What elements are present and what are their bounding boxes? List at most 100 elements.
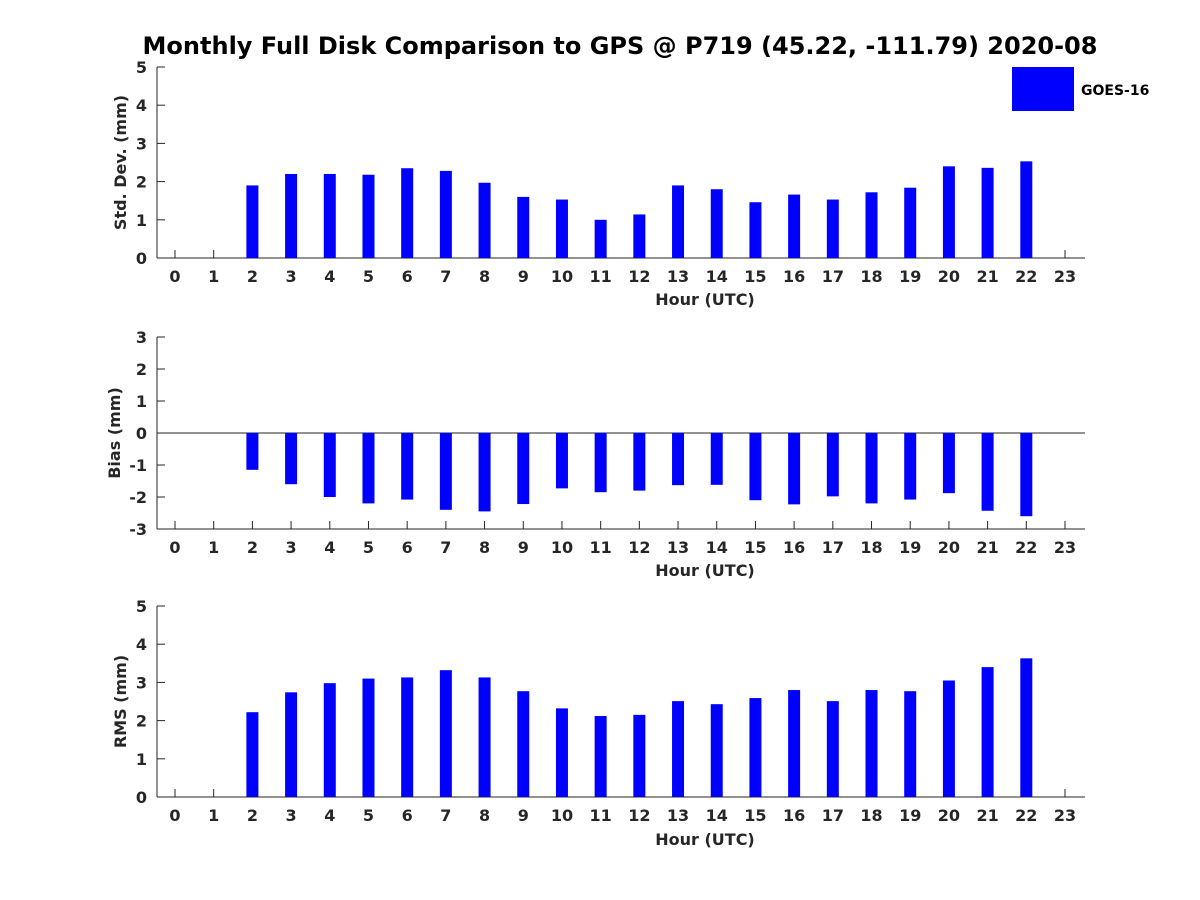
rms-xtick-label: 11 [590, 806, 612, 825]
bias-bar [942, 433, 955, 494]
bias-xtick-label: 14 [706, 538, 728, 557]
bias-bar [401, 433, 414, 500]
std-bar [246, 185, 259, 258]
std-y-label: Std. Dev. (mm) [111, 95, 130, 230]
std-xtick-label: 22 [1015, 267, 1037, 286]
std-bar [594, 219, 607, 258]
std-bar [555, 199, 568, 258]
bias-xtick-label: 9 [518, 538, 529, 557]
std-bar [710, 189, 723, 258]
rms-bar [285, 692, 298, 797]
std-xtick-label: 19 [899, 267, 921, 286]
std-ytick-label: 3 [136, 134, 147, 153]
bias-x-label: Hour (UTC) [655, 561, 755, 580]
rms-ytick-label: 5 [136, 597, 147, 616]
rms-ytick-label: 3 [136, 673, 147, 692]
bias-xtick-label: 2 [247, 538, 258, 557]
std-xtick-label: 6 [402, 267, 413, 286]
legend: GOES-16 [1012, 67, 1149, 111]
rms-xtick-label: 3 [286, 806, 297, 825]
std-xtick-label: 13 [667, 267, 689, 286]
bias-xtick-label: 7 [440, 538, 451, 557]
rms-xtick-label: 13 [667, 806, 689, 825]
bias-ytick-label: 2 [136, 360, 147, 379]
rms-xtick-label: 18 [860, 806, 882, 825]
std-bar [478, 182, 491, 258]
std-bar [981, 167, 994, 258]
rms-bar [401, 677, 414, 797]
rms-bar [865, 690, 878, 797]
rms-xtick-label: 8 [479, 806, 490, 825]
std-bar [826, 199, 839, 258]
legend-swatch [1012, 67, 1074, 111]
bias-bar [439, 433, 452, 510]
rms-bar [362, 678, 375, 797]
rms-xtick-label: 6 [402, 806, 413, 825]
bias-bar [246, 433, 259, 470]
std-xtick-label: 5 [363, 267, 374, 286]
bias-xtick-label: 23 [1054, 538, 1076, 557]
bias-ytick-label: 3 [136, 328, 147, 347]
rms-xtick-label: 0 [169, 806, 180, 825]
std-bar [672, 185, 685, 258]
rms-xtick-label: 10 [551, 806, 573, 825]
std-bar [942, 166, 955, 258]
std-bar [749, 202, 762, 258]
rms-bar [1020, 658, 1033, 797]
std-bar [788, 194, 801, 258]
legend-label: GOES-16 [1081, 83, 1149, 99]
rms-ytick-label: 1 [136, 750, 147, 769]
rms-bar [633, 714, 646, 797]
bias-xtick-label: 21 [976, 538, 998, 557]
bias-y-label: Bias (mm) [105, 387, 124, 479]
bias-xtick-label: 6 [402, 538, 413, 557]
bias-bar [362, 433, 375, 504]
std-bar [517, 196, 530, 258]
bias-bar [981, 433, 994, 511]
bias-xtick-label: 0 [169, 538, 180, 557]
rms-bar [749, 698, 762, 797]
rms-xtick-label: 14 [706, 806, 728, 825]
std-ytick-label: 0 [136, 249, 147, 268]
bias-xtick-label: 5 [363, 538, 374, 557]
rms-xtick-label: 1 [208, 806, 219, 825]
bias-bar [865, 433, 878, 504]
rms-x-label: Hour (UTC) [655, 830, 755, 849]
rms-xtick-label: 21 [976, 806, 998, 825]
std-bar [285, 173, 298, 258]
bias-bar [672, 433, 685, 486]
std-xtick-label: 11 [590, 267, 612, 286]
std-xtick-label: 7 [440, 267, 451, 286]
bias-ytick-label: -1 [129, 456, 147, 475]
rms-bar [478, 677, 491, 797]
bias-ytick-label: -2 [129, 488, 147, 507]
rms-bar [981, 667, 994, 797]
bias-bar [826, 433, 839, 497]
rms-bar [517, 691, 530, 797]
rms-bar [672, 701, 685, 797]
rms-xtick-label: 23 [1054, 806, 1076, 825]
rms-bar [826, 701, 839, 797]
std-xtick-label: 23 [1054, 267, 1076, 286]
bias-ytick-label: 1 [136, 392, 147, 411]
rms-xtick-label: 22 [1015, 806, 1037, 825]
std-xtick-label: 17 [822, 267, 844, 286]
std-ytick-label: 5 [136, 58, 147, 77]
bias-bar [904, 433, 917, 500]
rms-bar [323, 683, 336, 797]
std-xtick-label: 8 [479, 267, 490, 286]
bias-bar [517, 433, 530, 505]
bias-xtick-label: 10 [551, 538, 573, 557]
std-xtick-label: 3 [286, 267, 297, 286]
chart-title: Monthly Full Disk Comparison to GPS @ P7… [143, 32, 1098, 60]
std-ytick-label: 1 [136, 211, 147, 230]
bias-bar [633, 433, 646, 491]
bias-xtick-label: 8 [479, 538, 490, 557]
std-bar [439, 170, 452, 258]
std-xtick-label: 0 [169, 267, 180, 286]
rms-xtick-label: 7 [440, 806, 451, 825]
bias-xtick-label: 15 [744, 538, 766, 557]
rms-xtick-label: 4 [324, 806, 335, 825]
